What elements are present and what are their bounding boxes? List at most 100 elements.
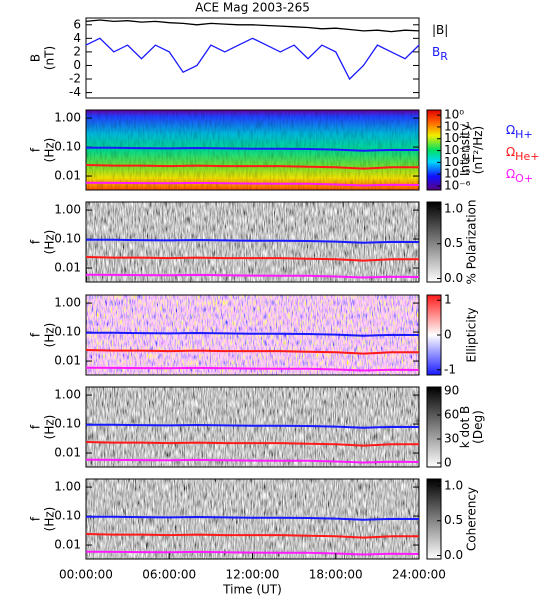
- y-tick-label: 1.00: [54, 480, 81, 494]
- legend-entry: ΩO+: [506, 167, 533, 186]
- y-tick-label: 4: [73, 31, 81, 45]
- series-line: [85, 256, 419, 262]
- y-tick-label: 1.00: [54, 203, 81, 217]
- legend-subscript: H+: [515, 128, 533, 141]
- legend-subscript: He+: [515, 150, 539, 163]
- colorbar: [426, 386, 442, 468]
- y-tick-label: 0.01: [54, 261, 81, 275]
- y-tick-label: 0.10: [54, 325, 81, 339]
- colorbar: [426, 109, 442, 191]
- series-line: [85, 366, 420, 372]
- y-tick-label: -2: [69, 72, 81, 86]
- y-axis-label: (Hz): [43, 507, 57, 532]
- y-tick-label: 0.10: [54, 232, 81, 246]
- series-line: [85, 533, 419, 539]
- series-line: [85, 37, 420, 81]
- series-line: [85, 146, 420, 152]
- series-line: [85, 515, 420, 521]
- colorbar-tick-label: 10⁰: [444, 108, 464, 122]
- y-axis-label: (Hz): [43, 138, 57, 163]
- y-tick-label: 2: [73, 44, 81, 58]
- legend-entry: ΩH+: [506, 123, 533, 142]
- legend-entry: |B|: [432, 23, 448, 37]
- colorbar-tick-label: 10⁻²: [444, 131, 471, 145]
- chart-title: ACE Mag 2003-265: [195, 1, 310, 15]
- series-line: [85, 550, 420, 556]
- colorbar-label: (Deg): [471, 410, 485, 444]
- y-tick-label: 0.01: [54, 169, 81, 183]
- legend-label: Ω: [506, 167, 515, 181]
- colorbar-tick-label: -1: [444, 362, 456, 376]
- x-tick-label: 12:00:00: [226, 568, 280, 582]
- y-tick-label: 0.10: [54, 140, 81, 154]
- colorbar-tick-label: 0: [444, 456, 452, 470]
- series-line: [85, 181, 420, 187]
- colorbar-tick-label: 1.0: [444, 201, 463, 215]
- series-line: [85, 331, 420, 337]
- series-line: [85, 441, 419, 447]
- series-line: [85, 273, 420, 279]
- y-axis-label: f: [29, 424, 43, 429]
- y-axis-label: f: [29, 332, 43, 337]
- y-tick-label: 0.10: [54, 417, 81, 431]
- colorbar-tick-label: 90: [444, 384, 459, 398]
- legend-label: B: [432, 45, 440, 59]
- x-axis-label: Time (UT): [222, 583, 282, 597]
- colorbar-tick-label: 60: [444, 408, 459, 422]
- colorbar-tick-label: 0.0: [444, 271, 463, 285]
- y-axis-label: B: [29, 54, 43, 62]
- x-tick-label: 24:00:00: [392, 568, 446, 582]
- colorbar-tick-label: 0.5: [444, 513, 463, 527]
- y-tick-label: 1.00: [54, 111, 81, 125]
- x-tick-label: 06:00:00: [142, 568, 196, 582]
- y-tick-label: 6: [73, 17, 81, 31]
- y-axis-label: (Hz): [43, 323, 57, 348]
- y-axis-label: f: [29, 239, 43, 244]
- colorbar-tick-label: 10⁻¹: [444, 119, 471, 133]
- legend-label: Ω: [506, 123, 515, 137]
- colorbar-tick-label: 0: [444, 328, 452, 342]
- series-line: [85, 19, 420, 33]
- colorbar-label: Intensity: [458, 124, 472, 176]
- x-tick-label: 00:00:00: [59, 568, 113, 582]
- plot-frame: [85, 17, 420, 99]
- y-axis-label: (Hz): [43, 415, 57, 440]
- series-line: [85, 458, 420, 464]
- colorbar-tick-label: 10⁻⁴: [444, 155, 471, 169]
- colorbar-label: Coherency: [465, 487, 479, 551]
- y-axis-label: (Hz): [43, 230, 57, 255]
- series-line: [85, 238, 420, 244]
- colorbar-tick-label: 1: [444, 293, 452, 307]
- legend-subscript: R: [440, 50, 448, 63]
- colorbar-label: % Polarization: [465, 200, 479, 285]
- series-line: [85, 349, 419, 355]
- y-tick-label: 0.01: [54, 538, 81, 552]
- legend-label: Ω: [506, 145, 515, 159]
- colorbar-tick-label: 1.0: [444, 478, 463, 492]
- colorbar-tick-label: 30: [444, 432, 459, 446]
- series-line: [85, 164, 419, 170]
- colorbar-label: (nT²/Hz): [471, 126, 485, 174]
- colorbar-label: k dot B: [458, 406, 472, 448]
- colorbar-tick-label: 10⁻³: [444, 143, 471, 157]
- x-tick-label: 18:00:00: [309, 568, 363, 582]
- legend-entry: ΩHe+: [506, 145, 539, 164]
- legend-entry: BR: [432, 45, 448, 64]
- y-axis-label: f: [29, 147, 43, 152]
- colorbar-tick-label: 0.0: [444, 548, 463, 562]
- y-tick-label: 0: [73, 58, 81, 72]
- y-axis-label: f: [29, 516, 43, 521]
- y-tick-label: -4: [69, 85, 81, 99]
- y-tick-label: 0.01: [54, 354, 81, 368]
- colorbar: [426, 478, 442, 560]
- colorbar-tick-label: 0.5: [444, 236, 463, 250]
- colorbar-tick-label: 10⁻⁶: [444, 179, 471, 193]
- legend-label: |B|: [432, 23, 448, 37]
- legend-subscript: O+: [515, 172, 533, 185]
- y-tick-label: 1.00: [54, 388, 81, 402]
- y-axis-label: (nT): [43, 46, 57, 70]
- colorbar-tick-label: 10⁻⁵: [444, 167, 471, 181]
- colorbar-label: Ellipticity: [465, 308, 479, 363]
- series-line: [85, 423, 420, 429]
